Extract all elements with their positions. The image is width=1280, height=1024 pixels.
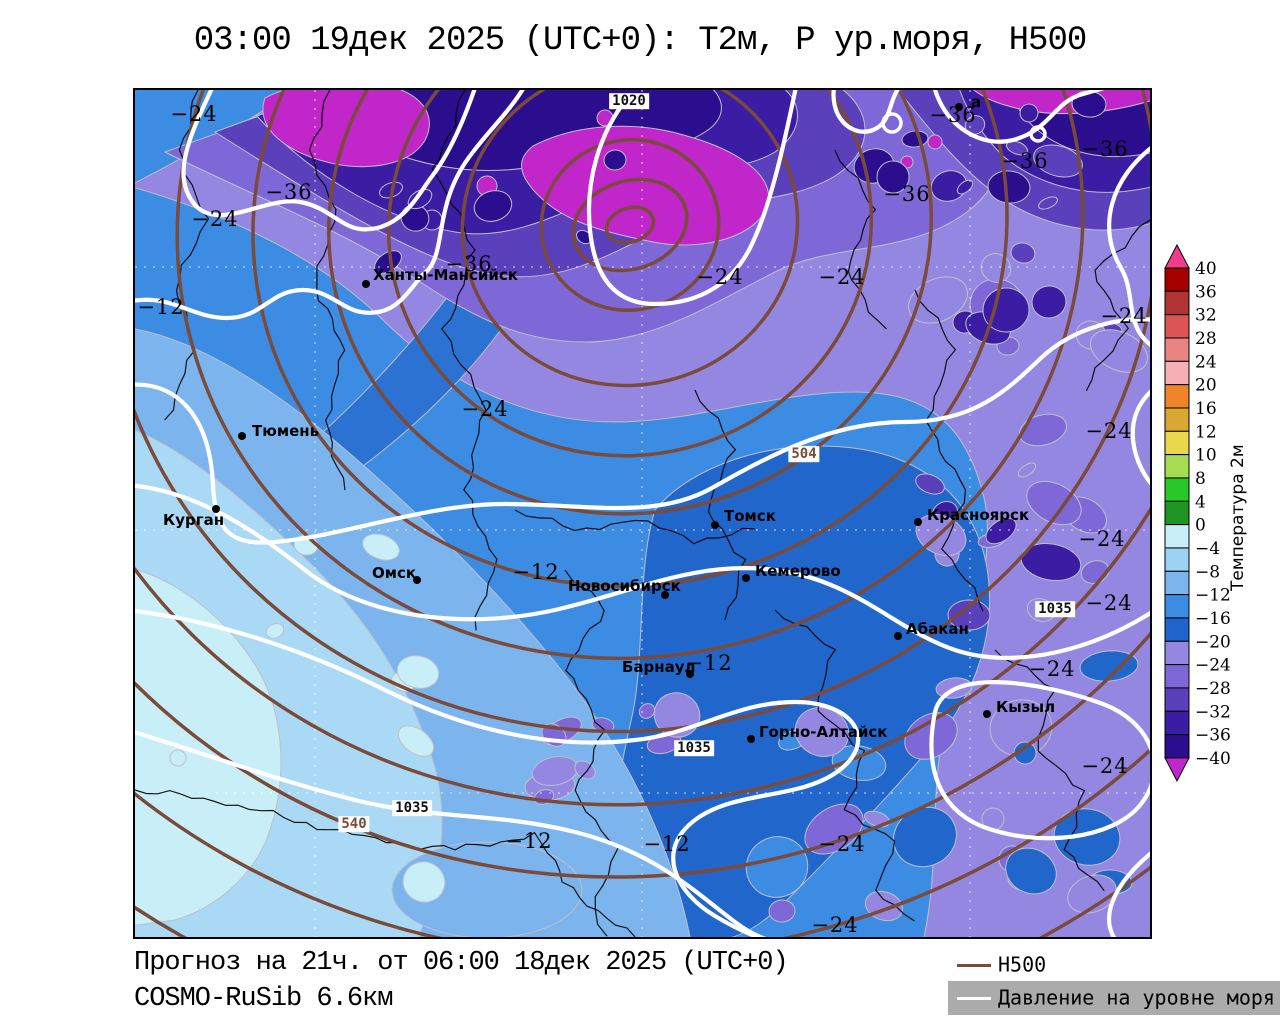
legend-h500-row: H500: [948, 952, 1280, 978]
colorbar-cell: [1164, 477, 1190, 502]
colorbar-tick-label: 10: [1195, 446, 1217, 466]
colorbar-cell: [1164, 337, 1190, 362]
colorbar-cell: [1164, 454, 1190, 479]
colorbar-tick-label: −32: [1195, 702, 1231, 722]
colorbar-tick-label: −16: [1195, 609, 1231, 629]
colorbar-tick-label: −12: [1195, 586, 1231, 606]
forecast-info-text: Прогноз на 21ч. от 06:00 18дек 2025 (UTC…: [134, 948, 789, 978]
colorbar-cell: [1164, 314, 1190, 339]
colorbar-cell: [1164, 734, 1190, 759]
colorbar-cell: [1164, 290, 1190, 316]
colorbar-cell: [1164, 267, 1190, 292]
colorbar-axis-title: Температура 2м: [1228, 444, 1248, 592]
colorbar-arrow-down: [1164, 757, 1190, 783]
map-svg: [135, 90, 1150, 937]
colorbar-tick-label: −8: [1195, 562, 1220, 582]
temperature-mottle: [169, 90, 1148, 923]
pressure-legend-label: Давление на уровне моря: [998, 985, 1275, 1010]
colorbar-cell: [1164, 664, 1190, 689]
colorbar-cell: [1164, 547, 1190, 572]
colorbar-cell: [1164, 594, 1190, 619]
colorbar-tick-label: 20: [1195, 376, 1217, 396]
map-canvas: Ханты-Мансийск Тюмень Курган Омск Томск Новос…: [133, 88, 1152, 939]
h500-line-swatch: [957, 964, 991, 967]
pressure-line-swatch: [957, 997, 991, 1000]
colorbar-tick-label: 40: [1195, 259, 1217, 279]
colorbar-arrow-up: [1164, 243, 1190, 269]
colorbar-cell: [1164, 687, 1190, 712]
colorbar-cell: [1164, 500, 1190, 526]
colorbar-cell: [1164, 384, 1190, 409]
colorbar-tick-label: 16: [1195, 399, 1217, 419]
colorbar-cell: [1164, 407, 1190, 432]
colorbar-tick-label: 36: [1195, 282, 1217, 302]
pressure-contours: [135, 90, 1150, 937]
colorbar-tick-label: −28: [1195, 679, 1231, 699]
colorbar-tick-label: 32: [1195, 306, 1217, 326]
colorbar-tick-label: −20: [1195, 632, 1231, 652]
colorbar-cell: [1164, 524, 1190, 549]
page-title: 03:00 19дек 2025 (UTC+0): Т2м, Р ур.моря…: [193, 22, 1088, 60]
colorbar-tick-label: −36: [1195, 726, 1231, 746]
colorbar-cell: [1164, 360, 1190, 386]
colorbar-tick-label: 28: [1195, 329, 1217, 349]
colorbar-cell: [1164, 710, 1190, 736]
colorbar-cell: [1164, 640, 1190, 666]
colorbar-tick-label: 4: [1195, 492, 1206, 512]
legend-pressure-row: Давление на уровне моря: [948, 981, 1280, 1015]
colorbar-tick-label: −4: [1195, 539, 1220, 559]
colorbar-cell: [1164, 430, 1190, 456]
temperature-field: [135, 90, 1150, 937]
colorbar-tick-label: 0: [1195, 516, 1206, 536]
model-name-text: COSMO-RuSib 6.6км: [134, 984, 393, 1014]
colorbar-tick-label: −40: [1195, 749, 1231, 769]
colorbar-tick-label: 8: [1195, 469, 1206, 489]
colorbar-cell: [1164, 617, 1190, 642]
colorbar-tick-label: 12: [1195, 422, 1217, 442]
colorbar: 40 36 32 28 24 20 16 12 10 8 4 0 −4 −8 −12 −16 −20 −24 −28…: [1155, 238, 1280, 798]
colorbar-cell: [1164, 570, 1190, 596]
colorbar-tick-label: 24: [1195, 352, 1217, 372]
h500-legend-label: H500: [998, 952, 1047, 977]
colorbar-tick-label: −24: [1195, 656, 1231, 676]
h500-contours: [135, 90, 1150, 937]
